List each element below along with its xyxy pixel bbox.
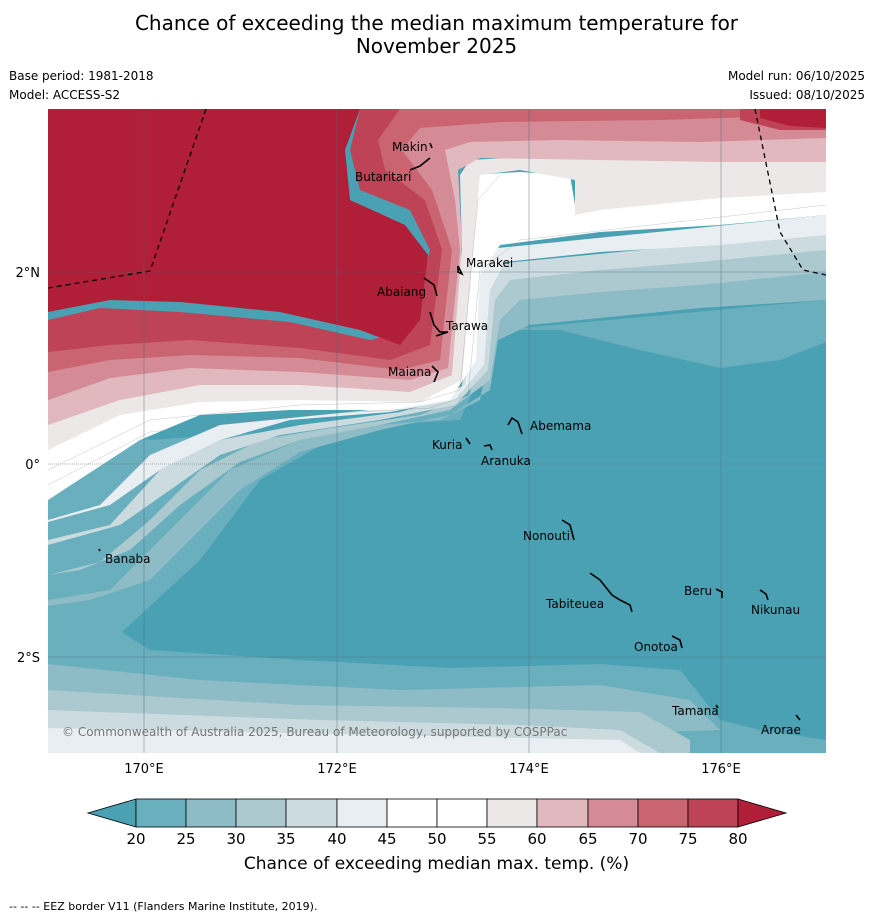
place-tabiteuea: Tabiteuea [545, 597, 604, 611]
island-maiana [431, 365, 439, 383]
model-run: Model run: 06/10/2025 [727, 69, 865, 83]
island-makin [429, 142, 433, 149]
island-abaiang [423, 277, 438, 297]
colorbar-seg-75 [687, 798, 739, 828]
colorbar-seg-60 [536, 798, 589, 828]
colorbar-title: Chance of exceeding median max. temp. (%… [243, 854, 630, 874]
band-above-80 [48, 109, 826, 345]
band-75-80 [48, 109, 826, 360]
place-tamana: Tamana [671, 704, 719, 718]
band-55-60 [48, 155, 826, 450]
place-tarawa: Tarawa [445, 319, 488, 333]
lon-label-172: 172°E [317, 762, 357, 777]
band-30-35 [48, 248, 826, 753]
colorbar-tick-40: 40 [327, 830, 346, 848]
lon-label-170: 170°E [124, 762, 164, 777]
colorbar-seg-30 [235, 798, 287, 828]
place-onotoa: Onotoa [634, 640, 678, 654]
place-kuria: Kuria [432, 438, 463, 452]
colorbar-seg-65 [587, 798, 639, 828]
colorbar-tick-80: 80 [728, 830, 747, 848]
colorbar-seg-25 [185, 798, 237, 828]
chart-title: Chance of exceeding the median maximum t… [0, 12, 873, 58]
island-tabiteuea [589, 572, 633, 613]
colorbar-segments [86, 798, 788, 828]
colorbar-tick-45: 45 [377, 830, 396, 848]
colorbar-seg-40 [336, 798, 388, 828]
place-nonouti: Nonouti [523, 529, 570, 543]
place-banaba: Banaba [105, 552, 151, 566]
island-outlines [98, 142, 801, 721]
place-makin: Makin [392, 140, 428, 154]
island-marakei [457, 265, 464, 276]
graticule [48, 109, 826, 753]
colorbar-seg-70 [637, 798, 689, 828]
colorbar-tick-50: 50 [427, 830, 446, 848]
place-abemama: Abemama [530, 419, 591, 433]
map-figure: Makin Butaritari Marakei Abaiang Tarawa … [16, 109, 826, 777]
place-arorae: Arorae [761, 723, 801, 737]
colorbar-extend-high [737, 798, 788, 828]
colorbar-tick-20: 20 [126, 830, 145, 848]
title-line-2: November 2025 [355, 34, 518, 58]
island-nonouti [561, 519, 575, 541]
place-maiana: Maiana [388, 365, 431, 379]
model-name: Model: ACCESS-S2 [9, 88, 121, 102]
colorbar-tick-70: 70 [628, 830, 647, 848]
colorbar-tick-65: 65 [578, 830, 597, 848]
place-aranuka: Aranuka [481, 454, 531, 468]
colorbar-seg-35 [285, 798, 338, 828]
island-arorae [795, 714, 801, 721]
lon-label-176: 176°E [701, 762, 741, 777]
issued-date: Issued: 08/10/2025 [749, 88, 865, 102]
colorbar: 20 25 30 35 40 45 50 55 60 65 70 75 80 [86, 798, 788, 848]
lat-label-0: 0° [25, 458, 40, 473]
colorbar-tick-55: 55 [477, 830, 496, 848]
eez-footnote: -- -- -- EEZ border V11 (Flanders Marine… [9, 900, 318, 913]
colorbar-tick-30: 30 [226, 830, 245, 848]
place-beru: Beru [684, 584, 712, 598]
island-butaritari [409, 157, 431, 171]
island-abemama [507, 416, 523, 435]
place-marakei: Marakei [466, 256, 513, 270]
colorbar-tick-25: 25 [176, 830, 195, 848]
title-line-1: Chance of exceeding the median maximum t… [134, 11, 739, 35]
colorbar-seg-45 [386, 798, 438, 828]
copyright-notice: © Commonwealth of Australia 2025, Bureau… [62, 725, 567, 739]
colorbar-tick-75: 75 [678, 830, 697, 848]
colorbar-extend-low [86, 798, 137, 828]
colorbar-tick-35: 35 [276, 830, 295, 848]
colorbar-seg-55 [486, 798, 538, 828]
island-aranuka [483, 444, 493, 451]
lat-label-2s: 2°S [17, 651, 40, 666]
base-period: Base period: 1981-2018 [9, 69, 154, 83]
meta-right: Model run: 06/10/2025 Issued: 08/10/2025 [728, 69, 865, 103]
island-tamana [715, 704, 719, 709]
island-banaba [98, 548, 101, 552]
lon-label-174: 174°E [509, 762, 549, 777]
island-nikunau [759, 589, 769, 601]
island-onotoa [671, 635, 683, 649]
place-nikunau: Nikunau [751, 603, 800, 617]
colorbar-tick-60: 60 [527, 830, 546, 848]
place-butaritari: Butaritari [355, 170, 412, 184]
island-tarawa [429, 311, 449, 337]
lat-label-2n: 2°N [16, 266, 41, 281]
place-abaiang: Abaiang [377, 285, 426, 299]
band-45-55 [48, 172, 826, 500]
island-kuria [465, 437, 471, 445]
meta-left: Base period: 1981-2018 Model: ACCESS-S2 [9, 69, 154, 103]
colorbar-seg-50 [436, 798, 488, 828]
probability-contours: Makin Butaritari Marakei Abaiang Tarawa … [48, 109, 826, 753]
island-beru [715, 588, 723, 598]
eez-border [48, 109, 826, 289]
colorbar-seg-20 [135, 798, 187, 828]
